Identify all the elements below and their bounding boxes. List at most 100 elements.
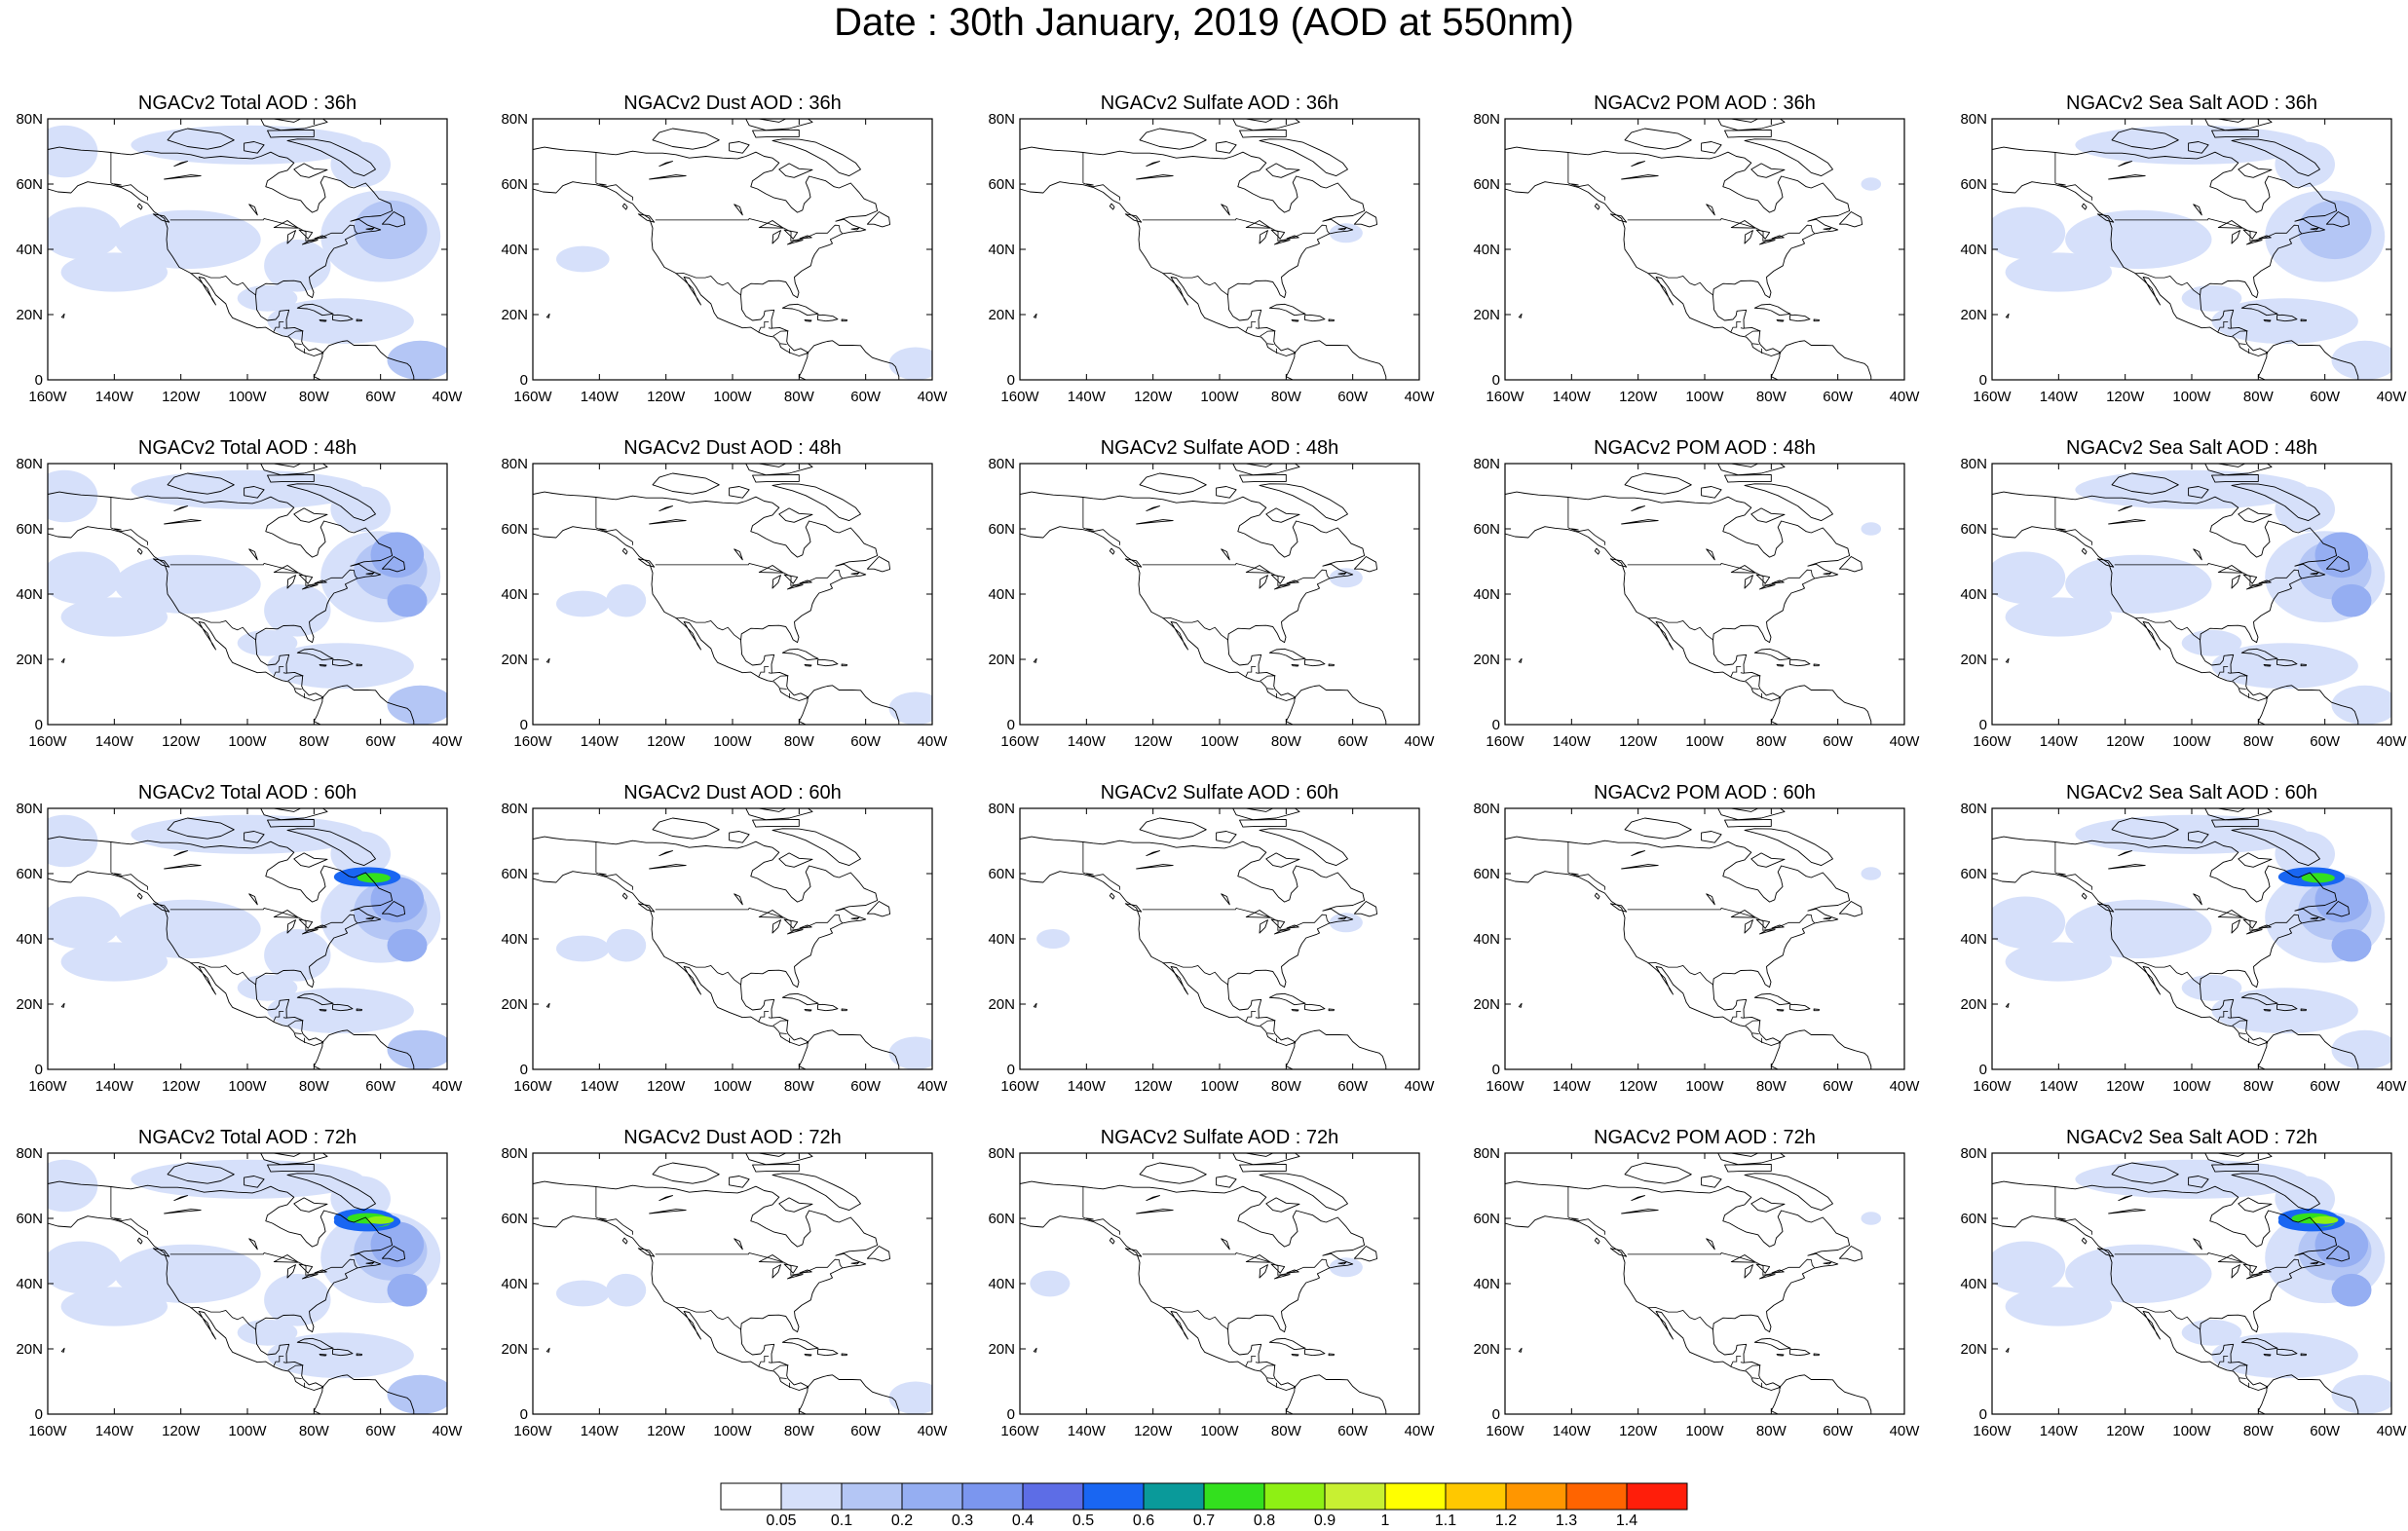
coastline-island [286,828,376,867]
coastline-lake [1221,204,1230,216]
coastline-island [319,663,327,667]
x-tick-label: 120W [1619,733,1658,750]
coastline-lake [734,548,743,561]
coastline-island [1239,129,1287,138]
coastline-island [866,556,891,573]
border-line [1730,1011,1742,1023]
coastline-lake [799,1269,812,1274]
coastline-island [1789,314,1811,322]
map-background [1505,119,1904,380]
x-tick-label: 140W [2040,1078,2079,1095]
coastline-island [841,318,847,322]
border-line [321,351,324,355]
x-tick-label: 80W [784,733,815,750]
coastline-island [1701,486,1722,499]
coastline-lake [2118,161,2132,168]
coastline-island [1744,1173,1833,1212]
y-tick-label: 20N [16,652,43,668]
x-tick-label: 80W [299,1078,330,1095]
coastline-island [771,828,861,867]
border-line [1142,908,1331,931]
aod-contour [2331,583,2372,617]
coastline-mainland [1020,836,1387,1069]
coastline-lake [2108,1209,2146,1214]
border-line [1567,182,1605,201]
y-tick-label: 20N [1473,996,1500,1013]
border-line [169,908,358,931]
border-line [2114,563,2303,586]
x-tick-label: 80W [784,1423,815,1439]
coastline-island [2111,472,2179,495]
coastline-island [1518,657,1523,663]
coastline-lake [1146,161,1160,168]
border-line [655,1252,844,1276]
y-tick-label: 80N [988,1145,1015,1162]
coastline-lake [1706,1238,1715,1251]
coastline-lake [1730,565,1756,574]
coastline-lake [248,893,258,906]
coastline-lake [786,240,804,245]
aod-contour [1861,177,1882,191]
political-borders [2054,841,2303,1044]
coastline-island [1813,1008,1820,1012]
coastline-lake [786,1274,804,1280]
coastline-island [2240,992,2278,1006]
coastline-island [841,1353,847,1357]
coastline-island [293,1197,328,1213]
coastline-island [1232,1153,1300,1166]
coastline-island [2204,119,2273,131]
border-line [2114,218,2303,242]
coastline-island [136,892,143,900]
border-line [2232,1020,2248,1027]
coastline-lake [1758,584,1776,590]
y-tick-label: 40N [1960,1276,1987,1292]
coastline-island [1753,648,1791,661]
aod-field [556,583,932,725]
border-line [273,1011,284,1023]
y-tick-label: 20N [988,652,1015,668]
y-tick-label: 0 [520,372,528,389]
coastline-lake [786,584,804,590]
coastline-island [866,1246,891,1262]
coastline-island [1232,808,1300,821]
coastline-island [167,472,235,495]
coastline-island [1304,1003,1326,1012]
aod-contour [2005,597,2112,637]
y-tick-label: 60N [501,1211,528,1227]
border-line [779,688,787,690]
border-line [1779,1040,1782,1044]
coastline-island [841,663,847,667]
x-tick-label: 40W [1405,1078,1436,1095]
border-line [287,1364,304,1371]
aod-contour [606,928,647,962]
border-line [287,1020,304,1027]
coastline-lake [2193,1238,2202,1251]
coastline-island [1776,318,1785,322]
panel-title: NGACv2 POM AOD : 48h [1594,437,1816,459]
coastline-island [729,141,750,154]
coastline-mainland [1505,491,1872,725]
coastline-lake [658,850,673,857]
coastline-island [113,183,122,186]
coastline-island [1259,1173,1348,1212]
x-tick-label: 160W [513,733,552,750]
aod-contour [2181,1319,2242,1346]
coastline-island [2310,916,2319,920]
x-tick-label: 100W [228,733,267,750]
coastline-mainland [533,491,900,725]
coastline-island [637,213,656,223]
border-line [273,666,284,678]
colorbar-label: 0.5 [1072,1512,1094,1527]
coastline-island [1265,507,1300,523]
y-tick-label: 60N [16,521,43,538]
coastline-island [1109,203,1115,210]
coastline-island [319,1353,327,1357]
aod-contour [264,584,331,637]
x-tick-label: 60W [2310,1423,2341,1439]
